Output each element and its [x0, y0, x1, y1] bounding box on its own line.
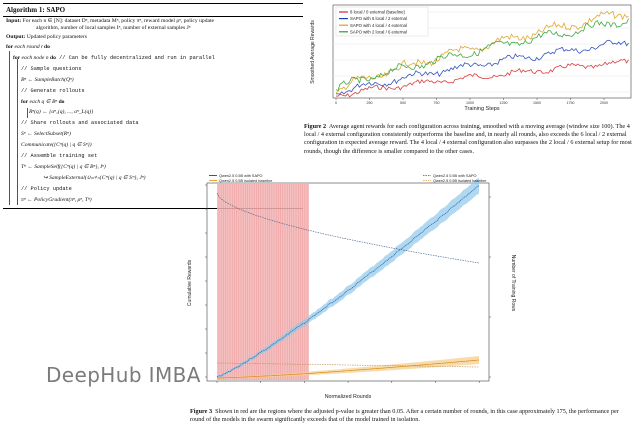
figure2-plot-frame: [332, 4, 632, 99]
statement: Sⁿ ← SelectSubset(Rⁿ): [21, 131, 71, 138]
output-label: Output:: [6, 34, 26, 40]
input-text: For each n ∈ [N]: dataset Dⁿ, metadata M…: [22, 18, 215, 24]
legend-label: Qwen2.5 0.5B isolated baseline: [219, 179, 272, 183]
watermark: DeepHub IMBA: [46, 363, 201, 387]
figure3-label: Figure 3: [190, 408, 213, 415]
statement: Communicate({Cⁿ(q) | q ∈ Sⁿ}): [21, 142, 92, 149]
x-tick-label: 1000: [466, 101, 474, 105]
keyword: for: [13, 54, 21, 61]
x-tick-label: 1250: [500, 101, 508, 105]
algorithm-line: // Generate rollouts: [21, 88, 85, 95]
code-comment: // Share rollouts and associated data: [21, 120, 139, 127]
code-comment: // Can be fully decentralized and run in…: [55, 54, 215, 61]
code-comment: // Sample questions: [21, 65, 82, 72]
keyword: do: [44, 44, 50, 50]
keyword: for: [21, 98, 29, 105]
code-comment: // Assemble training set: [21, 153, 98, 159]
series-line: [335, 58, 629, 98]
baseline-rows-line: [217, 362, 479, 368]
algorithm-line: // Share rollouts and associated data: [21, 120, 139, 127]
figure3-ylabel: Cumulative Rewards: [187, 259, 193, 306]
algorithm-line: ↪ SampleExternal(∪ₘ≠ₙ{Cᵐ(q) | q ∈ Sᵐ}, J…: [43, 175, 145, 182]
legend-label: SAPO with 2 local / 6 external: [350, 29, 407, 34]
algorithm-line: Communicate({Cⁿ(q) | q ∈ Sⁿ}): [21, 142, 92, 149]
statement: πⁿ ← PolicyGradient(πⁿ, ρⁿ, Tⁿ): [21, 196, 92, 203]
x-tick-label: 2000: [600, 101, 608, 105]
sapo-line: [216, 185, 480, 378]
statement: Rⁿ(q) ← {aⁿ₁(q), ..., aⁿ_L(q)}: [29, 109, 94, 116]
x-tick-label: 0: [335, 101, 337, 105]
code-comment: // Policy update: [21, 185, 72, 192]
algorithm-line: // Sample questions: [21, 66, 81, 73]
algorithm-line: Sⁿ ← SelectSubset(Rⁿ): [21, 131, 71, 138]
figure2-caption-text: Average agent rewards for each configura…: [304, 123, 632, 155]
statement: ↪ SampleExternal(∪ₘ≠ₙ{Cᵐ(q) | q ∈ Sᵐ}, J…: [43, 174, 146, 181]
algorithm-line: Tⁿ ← SampleSelf({Cⁿ(q) | q ∈ Bⁿ}, Iⁿ): [21, 164, 106, 171]
loop-guide-line: [9, 51, 10, 205]
loop-guide-line: [27, 108, 28, 118]
legend-label: 8 local / 0 external (baseline): [350, 10, 406, 15]
algorithm-line: for each q ∈ Bⁿ do: [21, 99, 64, 106]
baseline-confidence-band: [217, 356, 479, 379]
figure2-chart: 8 local / 0 external (baseline)SAPO with…: [310, 4, 632, 112]
algorithm-line: // Policy update: [21, 186, 72, 193]
series-line: [335, 18, 629, 92]
algorithm-line: Bⁿ ← SampleBatch(Qⁿ): [21, 77, 74, 84]
code-comment: // Generate rollouts: [21, 87, 85, 94]
baseline-line: [217, 359, 480, 379]
input-text-continued: algorithm, number of local samples Iⁿ, n…: [36, 25, 191, 31]
figure2-ylabel: Smoothed Average Rewards: [310, 20, 316, 84]
legend-label: SAPO with 4 local / 4 external: [350, 23, 407, 28]
figure2-xlabel: Training Steps: [464, 106, 500, 112]
figure3-xlabel: Normalized Rounds: [325, 394, 372, 400]
figure3-caption: Figure 3 Shown in red are the regions wh…: [190, 408, 626, 424]
legend-label: SAPO with 6 local / 2 external: [350, 16, 407, 21]
algorithm-line: Rⁿ(q) ← {aⁿ₁(q), ..., aⁿ_L(q)}: [29, 109, 93, 116]
x-tick-label: 250: [367, 101, 373, 105]
algorithm-output-line: Output: Updated policy parameters: [6, 34, 87, 41]
keyword: do: [58, 98, 65, 105]
figure2-caption: Figure 2 Average agent rewards for each …: [304, 123, 636, 156]
x-tick-label: 1500: [533, 101, 541, 105]
loop-guide-line: [17, 59, 18, 205]
figure3-ylabel-right: Number of Training Rows: [510, 255, 516, 312]
statement: each q ∈ Bⁿ: [28, 98, 59, 105]
series-line: [335, 10, 629, 94]
legend-label: Qwen2.5 0.5B with SAPO: [433, 174, 477, 178]
statement: Bⁿ ← SampleBatch(Qⁿ): [21, 76, 74, 83]
x-tick-label: 1750: [567, 101, 575, 105]
input-label: Input:: [6, 18, 22, 24]
statement: Tⁿ ← SampleSelf({Cⁿ(q) | q ∈ Bⁿ}, Iⁿ): [21, 163, 106, 170]
legend-label: Qwen2.5 0.5B isolated baseline: [433, 179, 486, 183]
algorithm-line: for each node n do // Can be fully decen…: [13, 55, 215, 62]
series-line: [336, 39, 629, 95]
algorithm-line: for each round t do: [6, 44, 50, 51]
keyword: for: [6, 44, 14, 50]
figure2-legend-box: [335, 6, 429, 37]
x-tick-label: 750: [434, 101, 440, 105]
algorithm-input-line: Input: For each n ∈ [N]: dataset Dⁿ, met…: [6, 18, 214, 25]
sapo-rows-line: [216, 192, 480, 264]
algorithm-line: // Assemble training set: [21, 153, 97, 160]
figure2-label: Figure 2: [304, 123, 327, 130]
keyword: do: [49, 54, 56, 61]
algorithm-title: Algorithm 1: SAPO: [3, 4, 303, 17]
legend-label: Qwen2.5 0.5B with SAPO: [219, 174, 263, 178]
figure3-caption-text: Shown in red are the regions where the a…: [190, 408, 619, 424]
statement: each node n: [20, 54, 50, 61]
x-tick-label: 500: [400, 101, 406, 105]
output-text: Updated policy parameters: [26, 34, 87, 40]
algorithm-box: Algorithm 1: SAPO Input: For each n ∈ [N…: [3, 3, 303, 209]
statement: each round t: [13, 44, 45, 50]
algorithm-line: πⁿ ← PolicyGradient(πⁿ, ρⁿ, Tⁿ): [21, 197, 92, 204]
